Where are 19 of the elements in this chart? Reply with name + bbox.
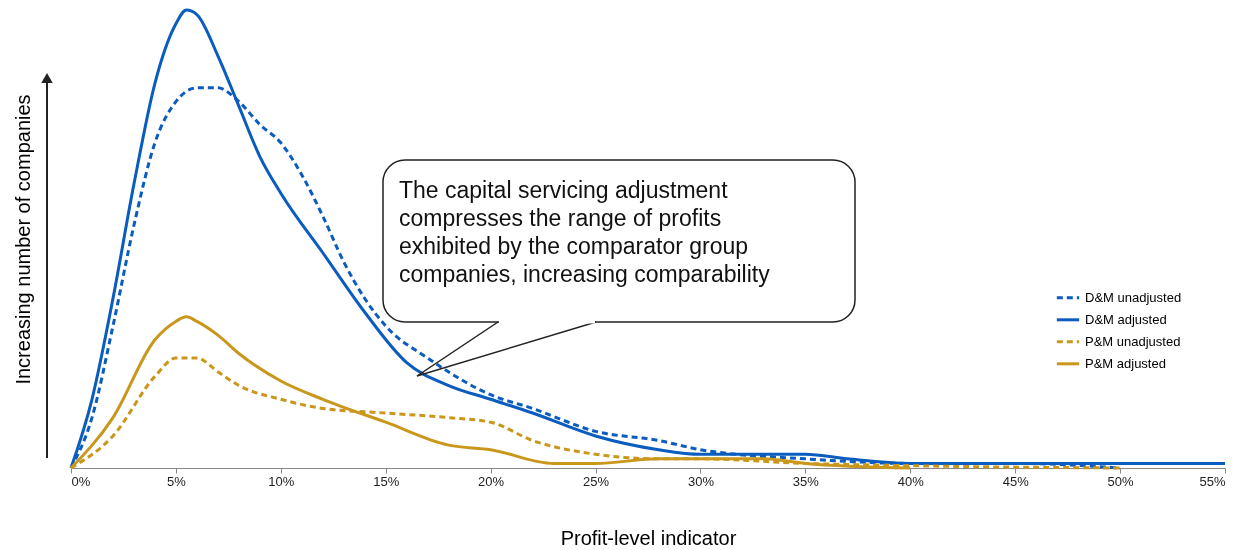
legend-label: D&M unadjusted xyxy=(1085,289,1182,305)
x-tick-label: 50% xyxy=(1107,473,1135,489)
y-axis-title: Increasing number of companies xyxy=(11,94,34,385)
x-tick-label: 35% xyxy=(792,473,820,489)
legend-label: D&M adjusted xyxy=(1085,311,1167,327)
x-tick-label: 40% xyxy=(897,473,925,489)
x-tick-label: 25% xyxy=(583,473,610,489)
x-tick-label: 20% xyxy=(478,473,505,489)
x-tick-label: 30% xyxy=(687,473,715,489)
legend-label: P&M adjusted xyxy=(1085,355,1166,371)
x-tick-label: 0% xyxy=(71,473,91,489)
annotation: The capital servicing adjustment compresses the range of profits exhibited by the comparator group companies, increasing comparability xyxy=(399,177,771,287)
x-tick-label: 10% xyxy=(268,473,295,489)
x-tick-label: 45% xyxy=(1002,473,1030,489)
x-tick-label: 5% xyxy=(167,473,187,489)
legend-label: P&M unadjusted xyxy=(1085,333,1181,349)
x-tick-label: 15% xyxy=(373,473,400,489)
x-tick-label: 55% xyxy=(1199,473,1226,489)
x-axis-title: Profit-level indicator xyxy=(560,526,737,549)
